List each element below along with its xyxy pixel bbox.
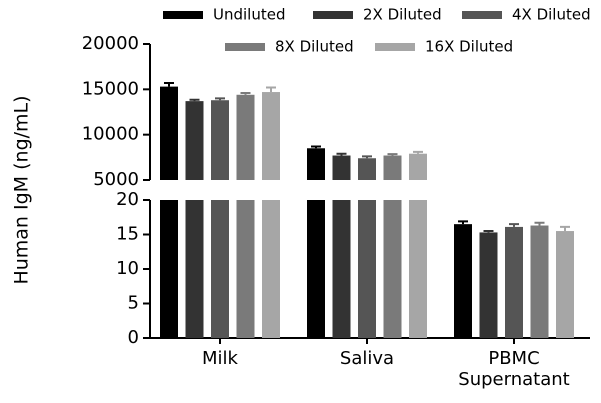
y-axis-label: Human IgM (ng/mL) [11, 95, 33, 284]
error-bar [413, 150, 423, 154]
bar-lower-part [262, 200, 280, 338]
y-tick-label: 15000 [82, 78, 139, 99]
bar-lower-part [409, 200, 427, 338]
bar-lower-part [332, 200, 351, 338]
bar [160, 86, 178, 180]
bar-lower-part [211, 200, 229, 338]
bar-lower-part [236, 200, 255, 338]
legend-swatch [163, 11, 203, 19]
bar [556, 231, 574, 338]
x-tick-label: Milk [202, 348, 238, 369]
error-bar [266, 86, 276, 93]
error-bar [189, 98, 200, 102]
legend-swatch [225, 43, 265, 51]
y-tick-label: 20000 [82, 33, 139, 54]
legend-label: 16X Diluted [425, 38, 513, 56]
legend-swatch [313, 11, 353, 19]
bar-lower-part [160, 200, 178, 338]
bar-lower-part [383, 200, 402, 338]
y-tick-label: 10 [116, 258, 139, 279]
y-tick-label: 15 [116, 224, 139, 245]
bar-lower-part [358, 200, 376, 338]
error-bar [311, 145, 321, 149]
error-bar [560, 225, 570, 232]
error-bar [362, 155, 372, 159]
y-tick-label: 10000 [82, 124, 139, 145]
bar [358, 158, 376, 180]
y-tick-label: 5 [128, 293, 139, 314]
bar [332, 155, 351, 180]
legend-swatch [375, 43, 415, 51]
error-bar [483, 230, 494, 233]
bar [409, 153, 427, 180]
error-bar [458, 220, 468, 225]
bar-lower-part [307, 200, 325, 338]
bar [185, 101, 204, 180]
y-tick-label: 0 [128, 327, 139, 348]
error-bar [387, 153, 398, 156]
error-bar [164, 81, 174, 87]
error-bar [215, 97, 225, 101]
legend-label: 2X Diluted [363, 6, 442, 24]
y-tick-label: 5000 [93, 169, 139, 190]
bar [454, 224, 472, 338]
legend-swatch [462, 11, 502, 19]
bar [479, 232, 498, 338]
error-bar [336, 152, 347, 156]
bar [262, 92, 280, 180]
bar-lower-part [185, 200, 204, 338]
bar [211, 100, 229, 180]
error-bar [240, 91, 251, 95]
legend-label: 4X Diluted [512, 6, 591, 24]
x-tick-label: Saliva [339, 348, 395, 369]
bar [530, 225, 549, 338]
bar [505, 226, 523, 338]
bar [236, 94, 255, 180]
error-bar [509, 223, 519, 227]
error-bar [534, 221, 545, 226]
x-tick-label: PBMC Supernatant [458, 348, 570, 390]
y-tick-label: 20 [116, 189, 139, 210]
bar [307, 148, 325, 180]
legend-label: Undiluted [213, 6, 285, 24]
legend-label: 8X Diluted [275, 38, 354, 56]
bar [383, 155, 402, 180]
